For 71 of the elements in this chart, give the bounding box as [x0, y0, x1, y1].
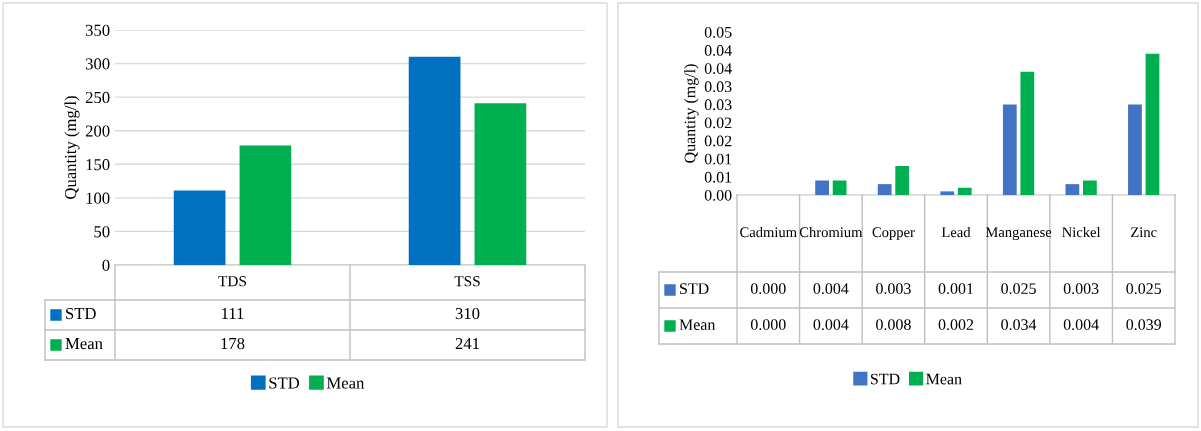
- bar: [1145, 53, 1160, 195]
- y-tick-label: 350: [85, 24, 110, 36]
- legend-label: STD: [66, 307, 96, 320]
- x-tick-label: TSS: [454, 276, 480, 287]
- data-label: 178: [221, 337, 245, 350]
- y-tick-label: 250: [85, 91, 110, 104]
- text: Mean: [926, 373, 962, 385]
- x-tick-label: Chromium: [799, 226, 863, 238]
- y-tick-label: 0: [102, 259, 110, 271]
- data-label: 0.025: [1126, 283, 1162, 295]
- bar: [832, 180, 847, 195]
- data-label: 0.001: [938, 283, 974, 295]
- data-label: 0.003: [1063, 283, 1099, 295]
- data-label: 0.002: [938, 319, 974, 331]
- data-label: 310: [455, 307, 480, 320]
- bar: [1002, 104, 1017, 195]
- data-label: 0.000: [750, 319, 786, 331]
- legend-label: Mean: [326, 377, 365, 389]
- data-label: 241: [455, 337, 479, 350]
- data-label: 0.025: [1001, 283, 1036, 295]
- bar: [877, 184, 892, 195]
- y-axis-title: Quantity (mg/l): [64, 96, 80, 199]
- y-tick-label: 0.03: [704, 99, 732, 111]
- x-tick-label: Zinc: [1131, 227, 1157, 238]
- x-tick-label: Nickel: [1062, 226, 1101, 238]
- data-label: 111: [222, 308, 244, 320]
- y-tick-label: 0.04: [704, 63, 732, 74]
- bar: [1020, 71, 1035, 195]
- bar: [957, 187, 972, 195]
- text: STD: [269, 377, 300, 389]
- y-tick-label: 0.05: [704, 26, 732, 38]
- x-tick-label: Lead: [941, 226, 971, 238]
- data-label: 0.003: [876, 283, 911, 295]
- y-tick-label: 0.02: [704, 135, 732, 147]
- x-tick-label: Cadmium: [740, 226, 797, 238]
- text: STD: [871, 373, 900, 385]
- y-tick-label: 0.01: [704, 171, 732, 183]
- y-tick-label: 0.04: [704, 45, 732, 56]
- data-label: 0.004: [813, 283, 849, 295]
- data-label: 0.000: [750, 283, 786, 295]
- bar: [408, 56, 461, 265]
- data-label: 0.004: [1063, 319, 1099, 331]
- bar: [173, 190, 226, 265]
- data-label: 0.039: [1126, 319, 1162, 331]
- text: Mean: [65, 338, 103, 350]
- y-tick-label: 150: [86, 158, 110, 171]
- y-tick-label: 0.01: [704, 153, 732, 165]
- bar: [895, 166, 910, 195]
- x-tick-label: TDS: [218, 276, 246, 287]
- x-tick-label: Copper: [872, 227, 915, 241]
- data-label: 0.008: [876, 319, 911, 331]
- data-label: 0.004: [813, 319, 849, 331]
- bar: [1083, 180, 1097, 195]
- bar: [1128, 104, 1142, 195]
- y-axis-title: Quantity (mg/l): [684, 64, 699, 163]
- legend-label: STD: [680, 283, 709, 294]
- legend-label: Mean: [679, 319, 716, 330]
- y-tick-label: 300: [85, 58, 110, 70]
- y-tick-label: 0.00: [704, 189, 732, 201]
- y-tick-label: 200: [85, 125, 110, 137]
- y-tick-label: 0.03: [704, 81, 732, 93]
- data-label: 0.034: [1001, 319, 1037, 331]
- bar: [239, 145, 292, 265]
- y-tick-label: 50: [94, 226, 110, 238]
- bar: [815, 180, 829, 195]
- y-tick-label: 0.02: [704, 117, 732, 129]
- bar: [940, 191, 955, 195]
- y-tick-label: 100: [86, 192, 110, 204]
- bar: [1065, 184, 1080, 195]
- x-tick-label: Manganese: [985, 227, 1052, 241]
- bar: [474, 103, 527, 265]
